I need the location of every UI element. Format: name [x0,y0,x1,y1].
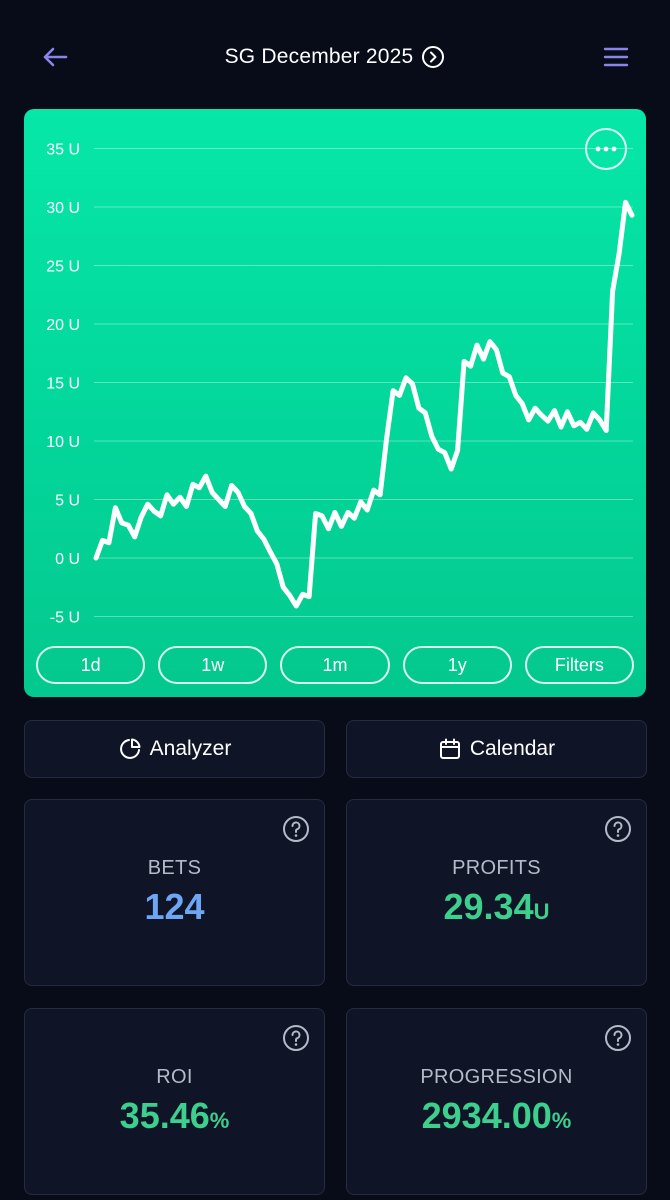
arrow-left-icon [43,47,68,67]
help-circle-icon[interactable] [604,815,632,843]
roi-value: 35.46% [119,1095,230,1136]
progression-card: PROGRESSION 2934.00% [346,1008,647,1195]
hamburger-menu-icon [603,47,629,67]
roi-card: ROI 35.46% [24,1008,325,1195]
bets-label: BETS [147,857,202,879]
profit-line-chart: 35 U 30 U 25 U 20 U 15 U 10 U 5 U 0 U -5 U [46,142,635,627]
roi-label: ROI [156,1066,193,1088]
range-1d-button[interactable]: 1d [36,646,146,684]
profit-series-line [93,199,635,609]
roi-unit: % [209,1108,230,1133]
help-circle-icon[interactable] [604,1024,632,1052]
calendar-label: Calendar [469,737,556,760]
y-tick-label: 0 U [55,551,80,568]
help-circle-icon[interactable] [282,815,310,843]
help-circle-icon[interactable] [282,1024,310,1052]
profits-value: 29.34U [443,886,550,927]
progression-label: PROGRESSION [420,1066,573,1088]
profits-card: PROFITS 29.34U [346,799,647,986]
profits-unit: U [533,899,550,924]
y-tick-label: 35 U [46,142,80,159]
progression-value: 2934.00% [421,1095,572,1136]
bets-card: BETS 124 [24,799,325,986]
y-tick-label: 25 U [46,259,80,276]
pie-chart-icon [119,738,141,759]
range-1y-button[interactable]: 1y [402,646,512,684]
progression-unit: % [551,1108,572,1133]
calendar-icon [439,738,460,759]
bets-value: 124 [144,886,205,927]
calendar-button[interactable]: Calendar [346,720,647,778]
analyzer-label: Analyzer [149,737,232,760]
y-tick-label: 20 U [46,317,80,334]
y-tick-label: 15 U [46,376,80,393]
range-selector: 1d 1w 1m 1y Filters [36,646,635,686]
more-options-button[interactable] [585,128,627,170]
filters-button[interactable]: Filters [524,646,635,684]
analyzer-button[interactable]: Analyzer [24,720,325,778]
back-button[interactable] [38,42,72,72]
y-tick-label: 5 U [55,493,80,510]
y-tick-label: 30 U [46,200,80,217]
y-tick-label: 10 U [46,434,80,451]
period-selector[interactable]: SG December 2025 [0,40,670,74]
range-1m-button[interactable]: 1m [280,646,390,684]
range-1w-button[interactable]: 1w [158,646,268,684]
ellipsis-icon [595,146,617,152]
page-title: SG December 2025 [224,45,414,68]
chevron-right-circle-icon [421,45,445,69]
y-tick-label: -5 U [50,610,80,627]
menu-button[interactable] [600,42,632,72]
profits-label: PROFITS [452,857,541,879]
top-bar: SG December 2025 [0,0,670,115]
profit-chart-card: 35 U 30 U 25 U 20 U 15 U 10 U 5 U 0 U -5 U 1d 1w… [24,109,646,697]
